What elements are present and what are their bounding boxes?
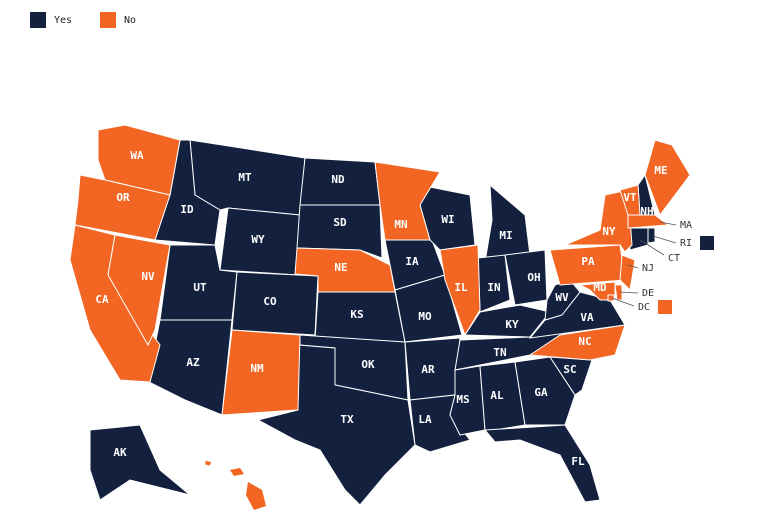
callout-line [611, 297, 635, 307]
state-shape [479, 361, 526, 431]
state-shape [439, 244, 481, 337]
state-label: OR [116, 191, 130, 204]
state-label: WA [130, 149, 144, 162]
callout-line [639, 239, 665, 256]
state-label: ND [331, 173, 345, 186]
callout-line [659, 221, 677, 226]
state-shape [644, 139, 691, 217]
state-shape [394, 274, 463, 343]
state-label: WV [555, 291, 569, 304]
state-label: OH [527, 271, 540, 284]
state-label: IA [405, 255, 419, 268]
state-label: LA [418, 413, 432, 426]
state-shape [221, 329, 301, 416]
state-label: MD [593, 281, 607, 294]
state-label: KS [350, 308, 363, 321]
state-label: TN [493, 346, 506, 359]
state-label: AL [490, 389, 504, 402]
state-label: SC [563, 363, 576, 376]
state-label: WY [251, 233, 265, 246]
state-label: MN [394, 218, 407, 231]
state-swatch [700, 236, 714, 250]
state-shape [614, 284, 623, 301]
state-label: RI [680, 238, 692, 249]
state-labels: MT ID WY ND SD UT CO AZ KS OK TX IA MO AR LA WI MI IN OH KY… [95, 149, 692, 476]
state-label: NM [250, 362, 264, 375]
callout-line [652, 235, 677, 244]
state-label: DE [642, 288, 654, 299]
state-label: PA [581, 255, 595, 268]
state-label: AZ [186, 356, 200, 369]
state-label: SD [333, 216, 347, 229]
state-label: MI [499, 229, 512, 242]
state-label: AK [113, 446, 127, 459]
state-label: CO [263, 295, 277, 308]
state-label: NV [141, 270, 155, 283]
state-label: HI [255, 463, 268, 476]
state-shape [564, 189, 633, 253]
state-label: ID [180, 203, 194, 216]
state-shape [647, 227, 656, 244]
state-label: WI [441, 213, 454, 226]
state-shape [504, 249, 548, 306]
state-label: MS [456, 393, 469, 406]
state-shape [528, 324, 626, 361]
state-shape [464, 304, 551, 338]
state-label: MO [418, 310, 432, 323]
legend-swatch [30, 12, 46, 28]
states [69, 124, 714, 510]
state-shape [294, 247, 396, 293]
callout-line [627, 264, 639, 269]
state-label: OK [361, 358, 375, 371]
state-shape [607, 294, 615, 302]
state-swatch [658, 300, 672, 314]
state-label: ME [654, 164, 667, 177]
state-label: VT [623, 191, 637, 204]
state-label: TX [340, 413, 354, 426]
state-label: NH [640, 205, 653, 218]
state-label: NY [602, 225, 616, 238]
state-shape [374, 161, 441, 241]
state-shape [246, 482, 266, 510]
state-shape [107, 234, 171, 347]
state-label: NC [578, 335, 591, 348]
state-label: IL [454, 281, 468, 294]
state-label: FL [571, 455, 585, 468]
state-label: AR [421, 363, 435, 376]
state-label: GA [534, 386, 548, 399]
state-shape [230, 468, 244, 476]
state-label: MA [680, 220, 692, 231]
legend: Yes No [30, 12, 136, 28]
state-label: KY [505, 318, 519, 331]
state-shape [296, 204, 383, 259]
state-label: CT [668, 253, 680, 264]
state-label: NE [334, 261, 347, 274]
state-label: UT [193, 281, 207, 294]
legend-label: Yes [54, 15, 72, 26]
state-shape [619, 254, 636, 292]
state-shape [483, 424, 601, 503]
state-shape [256, 344, 416, 506]
legend-label: No [124, 15, 136, 26]
state-shape [484, 183, 531, 263]
state-shape [627, 214, 670, 229]
state-shape [544, 279, 581, 321]
state-label: VA [580, 311, 594, 324]
state-label: NJ [642, 263, 654, 274]
state-label: CA [95, 293, 109, 306]
state-label: MT [238, 171, 252, 184]
state-shape [204, 459, 213, 467]
state-label: DC [638, 302, 650, 313]
state-shape [89, 424, 191, 501]
state-shape [74, 174, 171, 241]
callout-line [619, 291, 639, 294]
state-shape [514, 356, 576, 426]
legend-swatch [100, 12, 116, 28]
state-label: IN [487, 281, 500, 294]
